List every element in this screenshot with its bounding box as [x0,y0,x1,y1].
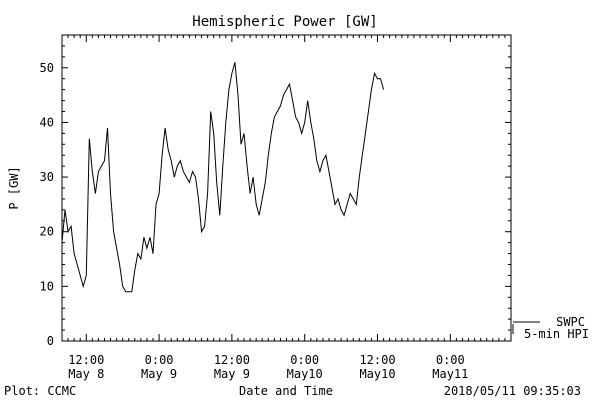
x-tick-label-time: 0:00 [436,353,465,367]
y-tick-label: 30 [40,170,54,184]
plot-credit: Plot: CCMC [4,384,76,398]
x-tick-label-time: 12:00 [68,353,104,367]
x-tick-label-time: 0:00 [145,353,174,367]
x-tick-label-date: May11 [432,367,468,381]
x-tick-label-time: 0:00 [290,353,319,367]
y-axis-label: P [GW] [7,166,21,209]
legend-label-hpi: 5-min HPI [524,327,589,341]
y-tick-label: 50 [40,61,54,75]
x-tick-label-date: May10 [287,367,323,381]
y-tick-label: 0 [47,334,54,348]
y-tick-label: 40 [40,115,54,129]
series-line-swpc [61,62,385,293]
x-tick-label-date: May10 [359,367,395,381]
x-tick-label-date: May 8 [68,367,104,381]
x-tick-label-date: May 9 [214,367,250,381]
x-axis-label: Date and Time [239,384,333,398]
x-tick-label-date: May 9 [141,367,177,381]
y-axis: 0 10 20 30 40 50 [40,45,511,348]
legend-label-swpc: SWPC [556,315,585,329]
plot-timestamp: 2018/05/11 09:35:03 [444,384,581,398]
plot-frame [61,34,512,342]
chart-title: Hemispheric Power [GW] [192,14,377,30]
x-tick-label-time: 12:00 [359,353,395,367]
y-tick-label: 20 [40,225,54,239]
x-tick-label-time: 12:00 [214,353,250,367]
legend: SWPC 5-min HPI [512,315,589,341]
y-tick-label: 10 [40,279,54,293]
